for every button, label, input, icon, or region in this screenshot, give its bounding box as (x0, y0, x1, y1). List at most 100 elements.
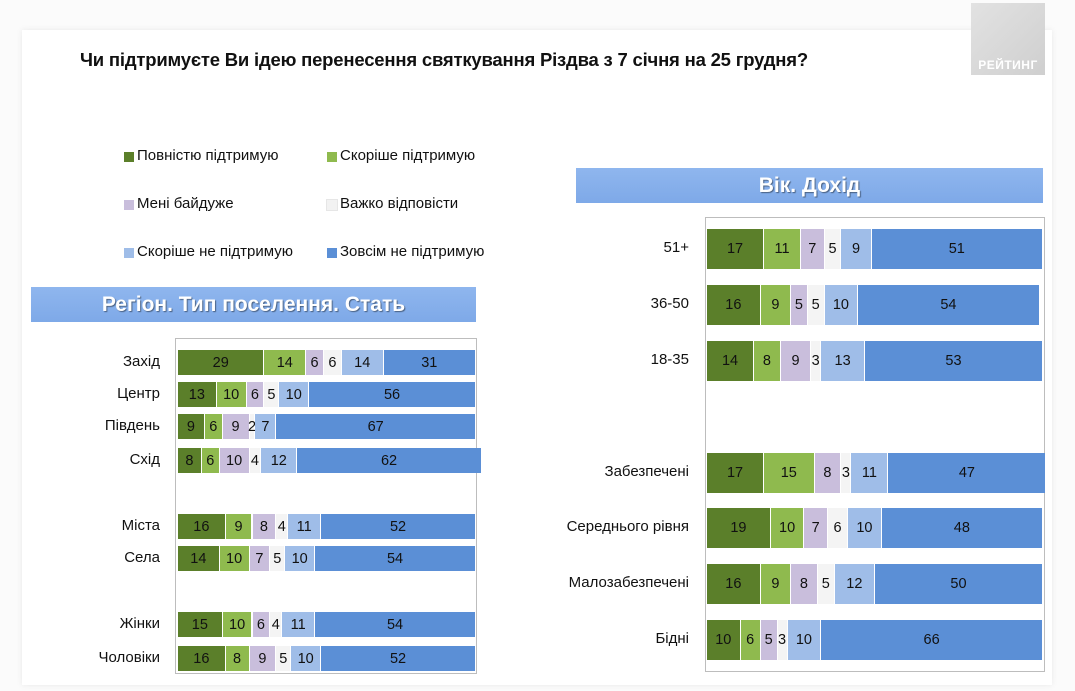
data-label: 10 (285, 386, 302, 403)
category-label: Бідні (655, 630, 689, 647)
category-label: Центр (117, 384, 160, 402)
data-label: 54 (386, 616, 404, 633)
data-label: 6 (746, 632, 755, 648)
bar-segment: 6 (252, 612, 271, 637)
data-label: 5 (267, 386, 276, 403)
bar-segment: 16 (178, 514, 226, 539)
bar-segment: 31 (383, 350, 476, 375)
data-label: 9 (791, 353, 800, 369)
legend-swatch (327, 248, 337, 258)
data-label: 9 (851, 241, 861, 257)
data-label: 16 (725, 576, 742, 592)
bar-segment: 11 (282, 612, 316, 637)
data-label: 67 (367, 418, 384, 435)
legend-label: Скоріше підтримую (340, 147, 476, 164)
data-label: 6 (209, 418, 218, 435)
category-label: Малозабезпечені (568, 574, 689, 591)
bar-segment: 4 (276, 514, 289, 539)
bar-segment: 9 (760, 564, 791, 604)
data-label: 8 (259, 518, 268, 535)
bar-segment: 29 (178, 350, 265, 375)
bar-segment: 52 (321, 646, 476, 671)
bar-segment: 10 (219, 448, 250, 473)
bar-segment: 53 (864, 341, 1043, 381)
data-label: 16 (193, 518, 210, 535)
bar-segment: 8 (252, 514, 277, 539)
category-label: Схід (129, 450, 160, 468)
category-label: 18-35 (650, 351, 689, 368)
data-label: 9 (231, 418, 240, 435)
data-label: 5 (279, 650, 288, 667)
data-label: 6 (310, 354, 319, 371)
bar-segment: 9 (222, 414, 250, 439)
data-label: 50 (950, 576, 967, 592)
bar-segment: 54 (858, 285, 1040, 325)
data-label: 3 (841, 465, 850, 481)
legend-label: Повністю підтримую (137, 147, 279, 164)
brand-logo: РЕЙТИНГ (971, 3, 1045, 75)
bar-segment: 17 (707, 453, 765, 493)
bar-segment: 7 (255, 414, 277, 439)
data-label: 66 (923, 632, 940, 648)
data-label: 56 (383, 386, 401, 403)
bar-segment: 5 (276, 646, 292, 671)
bar-segment: 6 (201, 448, 220, 473)
bar-segment: 5 (760, 620, 778, 660)
bar-segment: 52 (321, 514, 476, 539)
data-label: 48 (953, 520, 970, 536)
data-label: 5 (764, 632, 773, 648)
bar-segment: 50 (875, 564, 1043, 604)
category-label: Південь (104, 416, 160, 434)
category-label: Середнього рівня (566, 518, 689, 535)
data-label: 51 (948, 241, 965, 257)
bar-segment: 3 (841, 453, 852, 493)
bar-segment: 17 (707, 229, 765, 269)
data-label: 8 (823, 465, 832, 481)
bar-segment: 10 (222, 612, 253, 637)
data-label: 10 (297, 650, 314, 667)
legend-swatch (124, 152, 134, 162)
legend-swatch (124, 248, 134, 258)
data-label: 6 (250, 386, 259, 403)
data-label: 53 (945, 353, 962, 369)
category-label: Міста (121, 516, 160, 534)
bar-segment: 51 (871, 229, 1043, 269)
bar-segment: 8 (225, 646, 250, 671)
category-label: 51+ (663, 239, 689, 256)
legend-swatch (124, 200, 134, 210)
bar-segment: 9 (178, 414, 205, 439)
bar-segment: 10 (216, 382, 247, 407)
bar-segment: 6 (740, 620, 761, 660)
bar-segment: 10 (787, 620, 822, 660)
data-label: 15 (191, 616, 208, 633)
bar-segment: 16 (707, 285, 761, 325)
data-label: 31 (421, 354, 438, 371)
bar-segment: 9 (760, 285, 791, 325)
bar-segment: 11 (764, 229, 802, 269)
data-label: 5 (794, 297, 803, 313)
left-chart-title-band: Регіон. Тип поселення. Стать (31, 287, 476, 322)
bar-segment: 16 (707, 564, 761, 604)
bar-segment: 6 (246, 382, 265, 407)
bar-segment: 10 (848, 508, 882, 548)
data-label: 4 (271, 616, 280, 633)
bar-segment: 16 (178, 646, 226, 671)
data-label: 12 (270, 452, 287, 469)
data-label: 4 (277, 518, 286, 535)
data-label: 10 (779, 520, 796, 536)
data-label: 12 (846, 576, 863, 592)
right-chart-title-band: Вік. Дохід (576, 168, 1043, 203)
data-label: 7 (808, 241, 817, 257)
data-label: 6 (833, 520, 842, 536)
bar-segment: 6 (306, 350, 324, 375)
data-label: 13 (188, 386, 205, 403)
data-label: 11 (296, 518, 312, 535)
legend-swatch (327, 152, 337, 162)
bar-segment: 10 (279, 382, 310, 407)
data-label: 2 (247, 418, 257, 435)
bar-segment: 8 (754, 341, 781, 381)
right-chart-title: Вік. Дохід (758, 174, 861, 197)
bar-segment: 11 (288, 514, 322, 539)
data-label: 3 (778, 632, 787, 648)
